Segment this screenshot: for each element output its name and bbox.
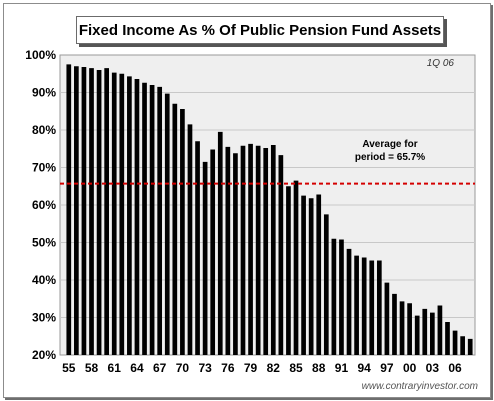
- x-tick-label: 03: [426, 361, 440, 375]
- bar: [180, 109, 185, 355]
- y-tick-label: 70%: [32, 161, 56, 175]
- bar: [225, 146, 231, 355]
- y-axis-ticks: 20% 30% 40% 50% 60% 70% 80% 90% 100%: [25, 48, 56, 362]
- bar: [74, 66, 79, 355]
- bar: [361, 257, 367, 355]
- bar: [195, 141, 200, 355]
- x-tick-label: 67: [153, 361, 167, 375]
- x-axis-ticks: 55 58 61 64 67 70 73 76 79 82 85 88 91 94 97 00 03 06: [62, 361, 462, 375]
- x-tick-label: 85: [289, 361, 303, 375]
- x-tick-label: 58: [85, 361, 99, 375]
- y-tick-label: 40%: [32, 273, 56, 287]
- average-annotation-line2: period = 65.7%: [355, 152, 425, 163]
- bar: [308, 198, 314, 355]
- x-tick-label: 88: [312, 361, 326, 375]
- bar: [429, 312, 435, 355]
- bar: [119, 73, 125, 355]
- bar: [467, 338, 473, 355]
- bar: [384, 282, 390, 355]
- x-tick-label: 76: [221, 361, 235, 375]
- bar: [399, 301, 405, 355]
- bar: [331, 238, 337, 355]
- bar: [422, 308, 428, 355]
- chart-title: Fixed Income As % Of Public Pension Fund…: [76, 16, 444, 44]
- bar: [392, 293, 397, 355]
- bar: [255, 145, 261, 355]
- bar: [270, 145, 276, 355]
- bar: [127, 76, 132, 355]
- bar: [89, 68, 94, 355]
- bar: [414, 315, 420, 355]
- x-tick-label: 79: [244, 361, 258, 375]
- y-tick-label: 50%: [32, 236, 56, 250]
- bar: [286, 186, 291, 355]
- bar: [437, 305, 443, 355]
- bar: [233, 153, 238, 355]
- bar: [452, 330, 458, 355]
- bar: [149, 85, 155, 355]
- bar: [323, 214, 329, 355]
- x-tick-label: 06: [448, 361, 462, 375]
- bar: [187, 124, 193, 355]
- x-tick-label: 82: [267, 361, 281, 375]
- bar: [248, 143, 253, 355]
- average-annotation-line1: Average for: [362, 139, 417, 150]
- bar: [210, 149, 216, 355]
- bar: [240, 145, 246, 355]
- x-tick-label: 00: [403, 361, 417, 375]
- y-tick-label: 30%: [32, 311, 56, 325]
- bar: [66, 64, 72, 355]
- bar: [111, 72, 117, 355]
- bar: [164, 93, 170, 355]
- bar: [346, 248, 352, 355]
- bar: [407, 303, 412, 355]
- bar: [157, 86, 163, 355]
- x-tick-label: 70: [176, 361, 190, 375]
- bar: [369, 260, 375, 355]
- bar: [217, 131, 223, 355]
- bar: [134, 79, 140, 355]
- y-tick-label: 90%: [32, 86, 56, 100]
- source-credit: www.contraryinvestor.com: [362, 381, 478, 392]
- y-tick-label: 80%: [32, 123, 56, 137]
- bar: [293, 180, 299, 355]
- x-tick-label: 94: [357, 361, 371, 375]
- x-tick-label: 55: [62, 361, 76, 375]
- period-label: 1Q 06: [427, 58, 455, 69]
- bar: [172, 103, 178, 355]
- bar: [339, 239, 344, 355]
- bar: [278, 155, 284, 355]
- bar: [460, 336, 465, 355]
- bar: [376, 260, 382, 355]
- x-tick-label: 61: [108, 361, 122, 375]
- bar: [263, 148, 269, 355]
- y-tick-label: 20%: [32, 348, 56, 362]
- bar: [301, 195, 306, 355]
- bar: [96, 70, 102, 355]
- bar: [81, 67, 87, 355]
- x-tick-label: 97: [380, 361, 394, 375]
- bar: [202, 161, 208, 355]
- bar: [104, 68, 110, 355]
- x-tick-label: 73: [198, 361, 212, 375]
- x-tick-label: 91: [335, 361, 349, 375]
- bar: [445, 322, 450, 355]
- bar: [316, 194, 322, 355]
- x-tick-label: 64: [130, 361, 144, 375]
- bar: [354, 255, 359, 355]
- y-tick-label: 100%: [25, 48, 56, 62]
- bar: [142, 82, 147, 355]
- bars: [66, 64, 473, 355]
- y-tick-label: 60%: [32, 198, 56, 212]
